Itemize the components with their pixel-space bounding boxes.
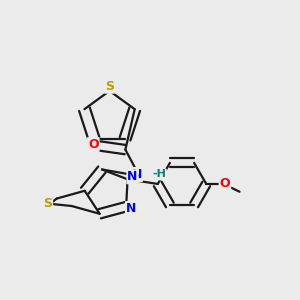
Text: S: S <box>43 197 52 210</box>
Text: O: O <box>88 138 99 151</box>
Text: N: N <box>126 202 136 215</box>
Text: O: O <box>220 178 230 190</box>
Text: N: N <box>132 168 142 181</box>
Text: S: S <box>105 80 114 93</box>
Text: -H: -H <box>152 169 166 179</box>
Text: N: N <box>128 170 138 183</box>
